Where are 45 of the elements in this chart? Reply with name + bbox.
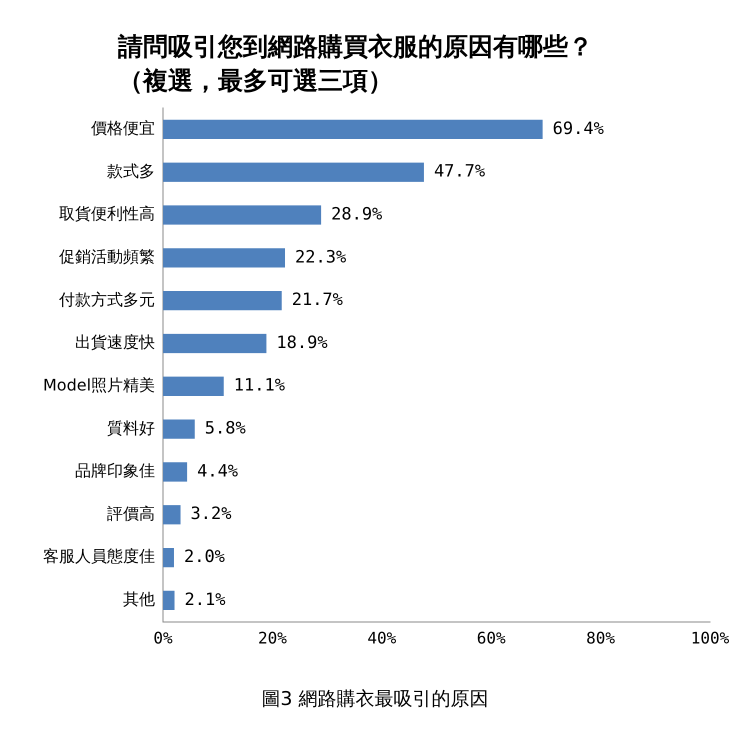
y-tick-label: 付款方式多元 bbox=[58, 290, 156, 309]
y-tick-label: 款式多 bbox=[107, 161, 156, 180]
x-tick-label: 100% bbox=[690, 628, 730, 648]
x-tick-label: 60% bbox=[476, 628, 506, 648]
data-label: 28.9% bbox=[331, 204, 382, 224]
data-label: 5.8% bbox=[204, 418, 246, 439]
x-tick-label: 20% bbox=[258, 628, 288, 648]
y-tick-label: 價格便宜 bbox=[91, 118, 156, 138]
bar bbox=[163, 120, 543, 140]
chart-title: 請問吸引您到網路購買衣服的原因有哪些？ bbox=[118, 31, 593, 63]
bar bbox=[163, 590, 175, 610]
bar bbox=[163, 505, 181, 524]
x-tick-label: 40% bbox=[367, 628, 397, 648]
bar bbox=[163, 419, 195, 439]
data-label: 3.2% bbox=[190, 504, 232, 524]
bar bbox=[163, 462, 188, 482]
data-label: 2.1% bbox=[184, 590, 226, 610]
y-tick-label: Model照片精美 bbox=[42, 375, 156, 394]
data-label: 4.4% bbox=[197, 461, 238, 482]
y-tick-label: 促銷活動頻繁 bbox=[59, 247, 156, 266]
chart-subtitle: （複選，最多可選三項） bbox=[118, 65, 393, 97]
data-label: 2.0% bbox=[184, 546, 225, 567]
y-tick-label: 取貨便利性高 bbox=[59, 204, 156, 224]
y-tick-label: 出貨速度快 bbox=[75, 332, 156, 352]
bar bbox=[163, 248, 286, 268]
y-tick-label: 評價高 bbox=[107, 504, 156, 523]
x-tick-label: 80% bbox=[586, 628, 616, 648]
bar bbox=[163, 334, 266, 354]
data-label: 18.9% bbox=[276, 332, 328, 353]
data-label: 22.3% bbox=[295, 247, 346, 268]
bar bbox=[163, 291, 282, 310]
x-tick-label: 0% bbox=[153, 628, 174, 648]
y-tick-label: 其他 bbox=[123, 590, 156, 609]
data-label: 69.4% bbox=[552, 118, 604, 139]
bar bbox=[163, 162, 424, 182]
data-label: 21.7% bbox=[292, 290, 343, 310]
data-label: 11.1% bbox=[234, 376, 285, 396]
bar bbox=[163, 548, 174, 568]
bar bbox=[163, 205, 322, 225]
y-tick-label: 質料好 bbox=[107, 418, 156, 438]
bar bbox=[163, 376, 224, 396]
caption: 圖3 網路購衣最吸引的原因 bbox=[260, 687, 490, 712]
y-tick-label: 品牌印象佳 bbox=[75, 461, 156, 480]
y-tick-label: 客服人員態度佳 bbox=[43, 546, 156, 566]
data-label: 47.7% bbox=[434, 162, 486, 182]
